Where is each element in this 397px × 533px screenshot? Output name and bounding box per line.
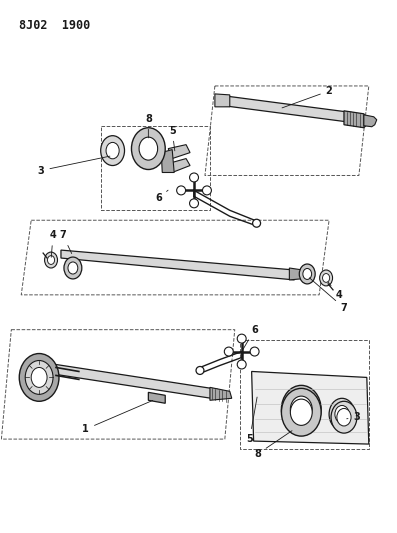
Polygon shape [264,392,283,407]
Ellipse shape [299,264,315,284]
Polygon shape [168,144,190,158]
Polygon shape [264,379,283,394]
Ellipse shape [31,367,47,387]
Ellipse shape [19,353,59,401]
Polygon shape [61,250,294,280]
Text: 8: 8 [145,114,152,138]
Polygon shape [161,150,174,173]
Text: 3: 3 [347,412,360,422]
Ellipse shape [281,385,321,433]
Circle shape [250,347,259,356]
Ellipse shape [331,401,357,433]
Circle shape [252,219,260,227]
Polygon shape [148,392,165,403]
Circle shape [202,186,212,195]
Circle shape [224,347,233,356]
Circle shape [189,199,198,208]
Ellipse shape [68,262,78,274]
Ellipse shape [290,399,312,425]
Circle shape [177,186,185,195]
Ellipse shape [290,396,312,422]
Text: 6: 6 [155,190,168,204]
Text: 5: 5 [246,397,257,444]
Text: 7: 7 [60,230,72,254]
Polygon shape [168,158,190,173]
Text: 3: 3 [38,156,110,175]
Ellipse shape [335,406,349,423]
Text: 2: 2 [282,86,332,108]
Ellipse shape [139,137,158,160]
Text: 4: 4 [50,230,56,257]
Text: 6: 6 [243,325,258,349]
Ellipse shape [131,128,165,169]
Polygon shape [289,268,311,280]
Polygon shape [210,387,232,400]
Ellipse shape [44,252,58,268]
Polygon shape [252,372,369,444]
Polygon shape [344,111,367,128]
Ellipse shape [320,270,333,286]
Ellipse shape [101,136,125,166]
Polygon shape [225,96,354,123]
Polygon shape [215,94,230,107]
Text: 8: 8 [254,431,292,459]
Polygon shape [364,115,377,127]
Ellipse shape [106,142,119,159]
Text: 8J02  1900: 8J02 1900 [19,19,91,33]
Ellipse shape [48,256,55,264]
Text: 4: 4 [328,282,342,300]
Text: 1: 1 [83,400,153,434]
Circle shape [237,334,246,343]
Text: 5: 5 [169,126,175,151]
Text: 7: 7 [309,278,347,313]
Ellipse shape [329,398,355,430]
Ellipse shape [281,389,321,436]
Ellipse shape [322,273,330,282]
Circle shape [237,360,246,369]
Ellipse shape [64,257,82,279]
Polygon shape [256,382,270,409]
Ellipse shape [303,269,312,279]
Ellipse shape [337,408,351,426]
Circle shape [196,367,204,375]
Circle shape [189,173,198,182]
Ellipse shape [25,360,53,394]
Polygon shape [56,365,218,399]
